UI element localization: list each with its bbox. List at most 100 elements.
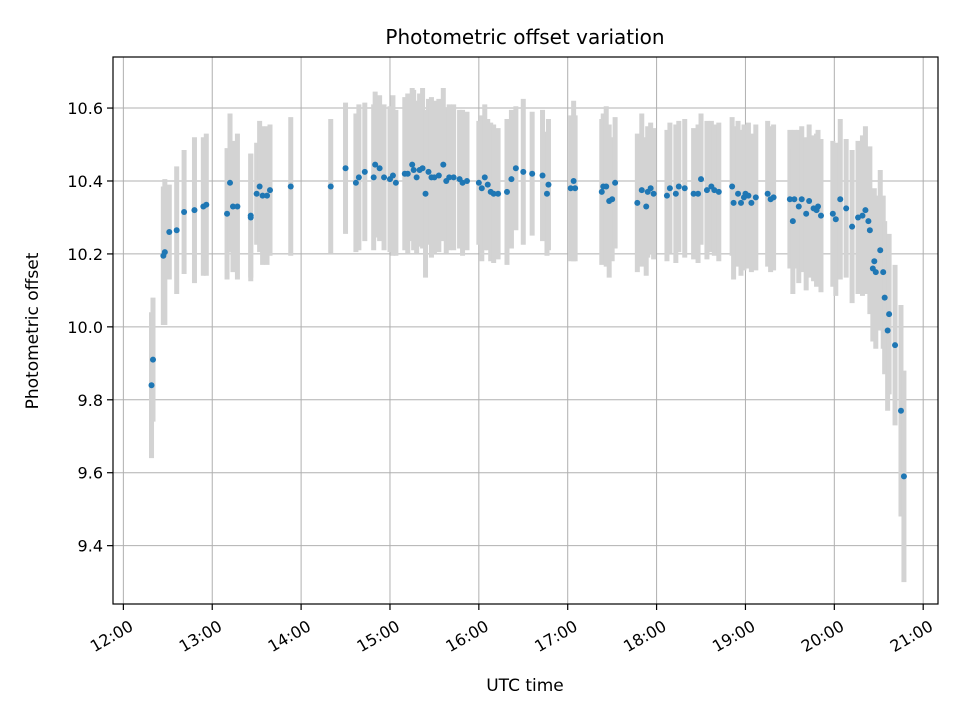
data-point [837, 196, 844, 203]
data-point [634, 199, 641, 206]
data-point [478, 185, 485, 192]
data-point [698, 176, 705, 183]
data-point [791, 196, 798, 203]
plot-frame [112, 56, 939, 605]
data-point [729, 183, 736, 190]
data-point [203, 201, 210, 208]
data-points [148, 161, 907, 480]
data-point [512, 165, 519, 172]
chart-title: Photometric offset variation [385, 25, 664, 49]
data-point [884, 327, 891, 334]
data-point [735, 190, 742, 197]
data-point [849, 223, 856, 230]
data-point [666, 185, 673, 192]
data-point [376, 165, 383, 172]
data-point [435, 172, 442, 179]
data-point [410, 167, 417, 174]
data-point [817, 212, 824, 219]
data-point [148, 382, 155, 389]
data-point [603, 183, 610, 190]
data-point [409, 161, 416, 168]
data-point [181, 208, 188, 215]
data-point [247, 214, 254, 221]
data-point [643, 203, 650, 210]
data-point [880, 269, 887, 276]
data-point [422, 190, 429, 197]
data-point [520, 168, 527, 175]
data-point [259, 192, 266, 199]
data-point [829, 210, 836, 217]
data-point [529, 170, 536, 177]
data-point [872, 269, 879, 276]
data-point [881, 294, 888, 301]
data-point [675, 183, 682, 190]
data-point [695, 190, 702, 197]
data-point [612, 179, 619, 186]
data-point [609, 196, 616, 203]
data-point [690, 190, 697, 197]
data-point [543, 190, 550, 197]
data-point [191, 207, 198, 214]
y-tick-label: 9.4 [78, 537, 103, 556]
data-point [866, 227, 873, 234]
data-point [770, 194, 777, 201]
data-point [900, 473, 907, 480]
data-point [681, 185, 688, 192]
data-point [745, 192, 752, 199]
data-point [638, 187, 645, 194]
data-point [484, 181, 491, 188]
data-point [149, 356, 156, 363]
data-point [224, 210, 231, 217]
data-point [425, 168, 432, 175]
data-point [234, 203, 241, 210]
data-point [342, 165, 349, 172]
data-point [715, 188, 722, 195]
data-point [253, 190, 260, 197]
y-tick-label: 10.4 [67, 172, 103, 191]
y-axis-ticks: 9.4 9.6 9.8 10.0 10.2 10.4 10.6 [67, 99, 113, 556]
data-point [446, 174, 453, 181]
data-point [413, 174, 420, 181]
data-point [463, 177, 470, 184]
data-point [495, 190, 502, 197]
data-point [877, 247, 884, 254]
data-point [475, 179, 482, 186]
data-point [803, 210, 810, 217]
data-point [862, 207, 869, 214]
data-point [832, 216, 839, 223]
data-point [798, 196, 805, 203]
data-point [897, 407, 904, 414]
data-point [166, 229, 173, 236]
data-point [859, 212, 866, 219]
data-point [795, 203, 802, 210]
data-point [361, 168, 368, 175]
x-axis-label: UTC time [486, 676, 564, 696]
data-point [327, 183, 334, 190]
data-point [287, 183, 294, 190]
data-point [865, 218, 872, 225]
data-point [389, 172, 396, 179]
data-point [352, 179, 359, 186]
data-point [738, 199, 745, 206]
data-point [647, 185, 654, 192]
data-point [370, 174, 377, 181]
data-point [752, 194, 759, 201]
data-point [372, 161, 379, 168]
data-point [267, 187, 274, 194]
data-point [450, 174, 457, 181]
data-point [161, 249, 168, 256]
data-point [539, 172, 546, 179]
y-tick-label: 10.6 [67, 99, 103, 118]
data-point [806, 198, 813, 205]
data-point [843, 205, 850, 212]
data-point [789, 218, 796, 225]
data-point [481, 174, 488, 181]
data-point [508, 176, 515, 183]
data-point [598, 188, 605, 195]
data-point [730, 199, 737, 206]
data-point [404, 170, 411, 177]
data-point [572, 185, 579, 192]
data-point [503, 188, 510, 195]
data-point [815, 203, 822, 210]
